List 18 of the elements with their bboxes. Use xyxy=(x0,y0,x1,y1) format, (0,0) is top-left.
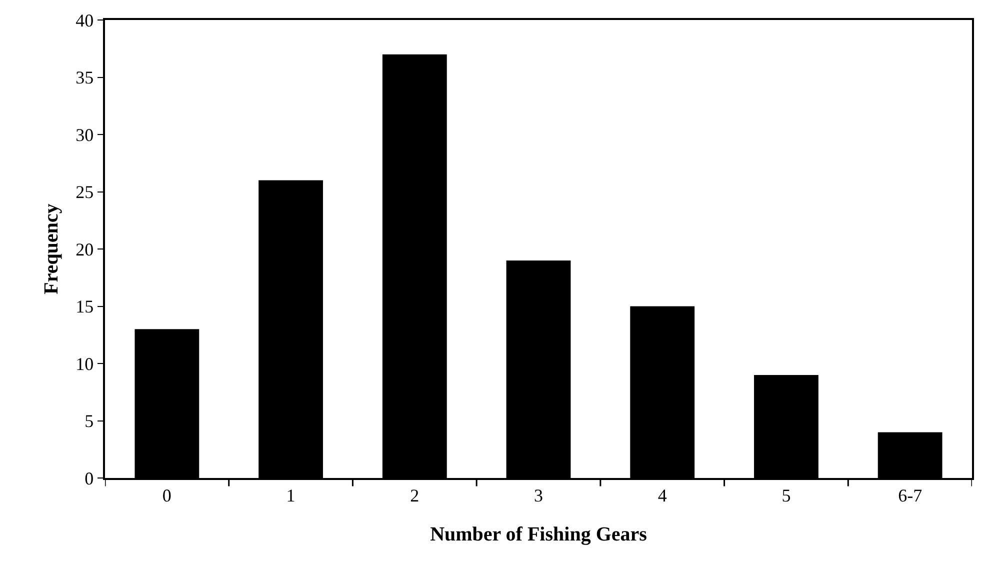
x-tick-label: 1 xyxy=(286,485,296,506)
x-tick-label: 3 xyxy=(534,485,543,506)
y-tick-label: 20 xyxy=(76,239,94,260)
y-tick-label: 35 xyxy=(76,68,94,88)
y-tick-label: 5 xyxy=(84,411,94,432)
y-tick-label: 25 xyxy=(76,182,94,202)
y-axis-title: Frequency xyxy=(40,204,63,294)
x-axis-title: Number of Fishing Gears xyxy=(430,523,648,546)
y-tick-label: 15 xyxy=(76,296,94,317)
x-tick-label: 6-7 xyxy=(898,485,922,506)
x-tick-label: 5 xyxy=(782,485,791,506)
y-tick-label: 10 xyxy=(76,354,94,374)
y-tick-label: 30 xyxy=(76,124,94,145)
x-tick-label: 4 xyxy=(658,485,667,506)
y-tick-label: 0 xyxy=(84,468,94,488)
x-tick-label: 0 xyxy=(162,485,172,506)
y-tick-label: 40 xyxy=(76,10,94,30)
x-tick-label: 2 xyxy=(410,485,420,506)
